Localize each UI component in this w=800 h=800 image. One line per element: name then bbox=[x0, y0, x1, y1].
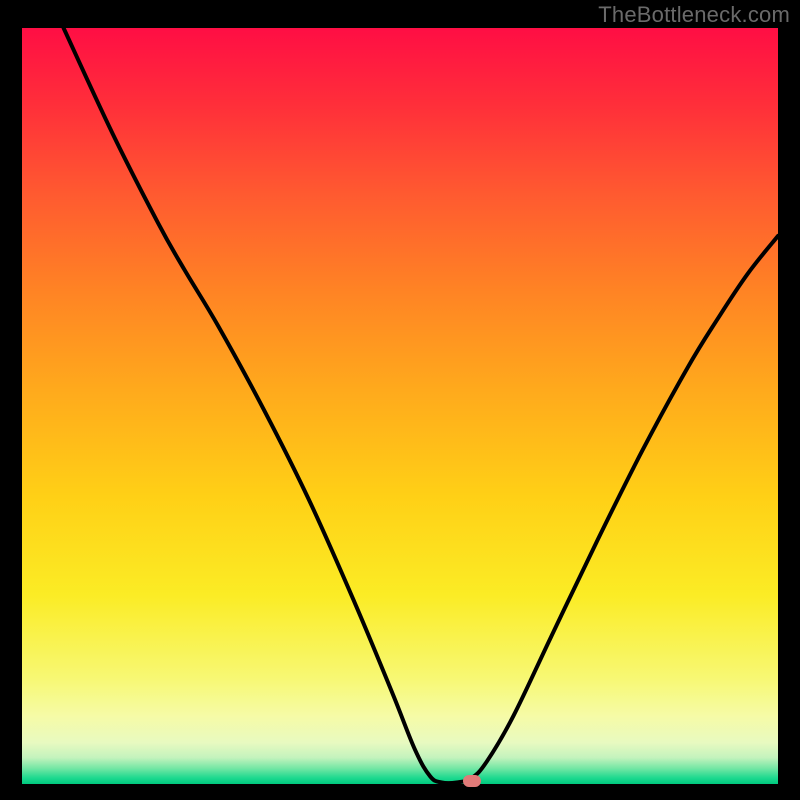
watermark-text: TheBottleneck.com bbox=[598, 2, 790, 28]
chart-container: TheBottleneck.com bbox=[0, 0, 800, 800]
bottleneck-marker bbox=[463, 775, 481, 787]
bottleneck-curve bbox=[64, 28, 778, 783]
plot-area bbox=[22, 28, 778, 784]
curve-layer bbox=[22, 28, 778, 784]
